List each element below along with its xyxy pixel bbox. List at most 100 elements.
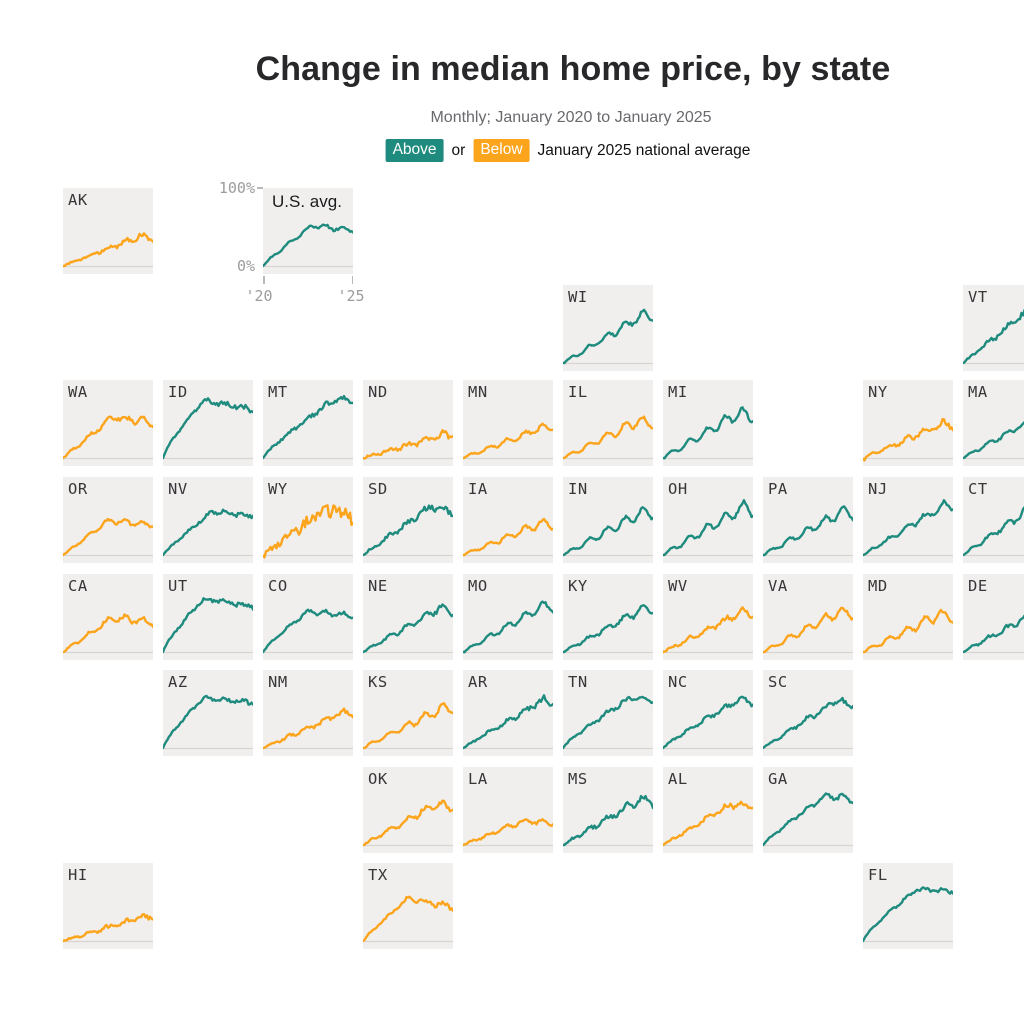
state-tile-pa: PA [763,477,853,563]
state-label: DE [968,577,988,595]
state-tile-mn: MN [463,380,553,466]
state-tile-hi: HI [63,863,153,949]
state-label: NC [668,673,688,691]
sparkline [763,696,853,750]
state-tile-ms: MS [563,767,653,853]
price-change-line [163,397,253,460]
state-label: NJ [868,480,888,498]
state-label: PA [768,480,788,498]
price-change-line [763,505,853,557]
state-tile-mo: MO [463,574,553,660]
price-change-line [263,707,353,750]
state-tile-ga: GA [763,767,853,853]
price-change-line [263,504,353,559]
sparkline [463,600,553,654]
sparkline [363,504,453,557]
sparkline [963,420,1024,460]
sparkline [763,606,853,654]
price-change-line [363,504,453,557]
x-axis-tick-left [263,276,265,284]
price-change-line [363,799,453,847]
price-change-line [263,223,353,268]
price-change-line [663,406,753,460]
sparkline [563,604,653,654]
state-tile-wv: WV [663,574,753,660]
state-label: AR [468,673,488,691]
state-label: IA [468,480,488,498]
state-tile-nj: NJ [863,477,953,563]
price-change-line [463,818,553,847]
price-change-line [263,608,353,654]
legend-below-badge: Below [473,139,530,162]
state-tile-ma: MA [963,380,1024,466]
us-avg-label: U.S. avg. [272,192,342,211]
state-label: NY [868,383,888,401]
legend: Above or Below January 2025 national ave… [385,139,750,162]
price-change-line [363,895,453,943]
price-change-line [963,308,1024,365]
state-label: ID [168,383,188,401]
price-change-line [163,508,253,557]
state-label: IN [568,480,588,498]
price-change-line [463,517,553,557]
price-change-line [963,614,1024,654]
state-tile-id: ID [163,380,253,466]
state-tile-tx: TX [363,863,453,949]
state-tile-tn: TN [563,670,653,756]
price-change-line [863,886,953,943]
price-change-line [63,415,153,460]
sparkline [263,223,353,268]
y-axis-label-0: 0% [236,257,255,275]
price-change-line [63,517,153,557]
sparkline [563,415,653,460]
state-label: AL [668,770,688,788]
state-label: AK [68,191,88,209]
price-change-line [263,394,353,460]
state-tile-oh: OH [663,477,753,563]
state-tile-nc: NC [663,670,753,756]
price-change-line [63,232,153,268]
price-change-line [163,694,253,750]
state-label: OH [668,480,688,498]
price-change-line [363,429,453,460]
state-label: TN [568,673,588,691]
sparkline [663,499,753,557]
price-change-line [563,695,653,750]
sparkline [563,794,653,847]
state-tile-mt: MT [263,380,353,466]
sparkline [163,694,253,750]
state-tile-co: CO [263,574,353,660]
sparkline [363,603,453,654]
price-change-line [763,606,853,654]
state-tile-vt: VT [963,285,1024,371]
sparkline [663,406,753,460]
state-tile-nv: NV [163,477,253,563]
sparkline [663,606,753,654]
state-tile-ak: AK [63,188,153,274]
sparkline [563,695,653,750]
state-tile-ar: AR [463,670,553,756]
state-label: HI [68,866,88,884]
state-label: IL [568,383,588,401]
price-change-line [363,702,453,750]
y-axis-label-100: 100% [218,179,255,197]
sparkline [63,232,153,268]
sparkline [163,597,253,654]
state-tile-in: IN [563,477,653,563]
sparkline [163,508,253,557]
sparkline [363,895,453,943]
state-tile-mi: MI [663,380,753,466]
us-avg-tile: U.S. avg. [263,188,353,274]
state-label: NE [368,577,388,595]
price-change-line [563,415,653,460]
state-tile-or: OR [63,477,153,563]
state-tile-al: AL [663,767,753,853]
price-change-line [63,613,153,654]
state-label: MS [568,770,588,788]
state-label: KY [568,577,588,595]
state-label: NM [268,673,288,691]
price-change-line [663,695,753,750]
state-tile-nm: NM [263,670,353,756]
price-change-line [363,603,453,654]
price-change-line [563,794,653,847]
